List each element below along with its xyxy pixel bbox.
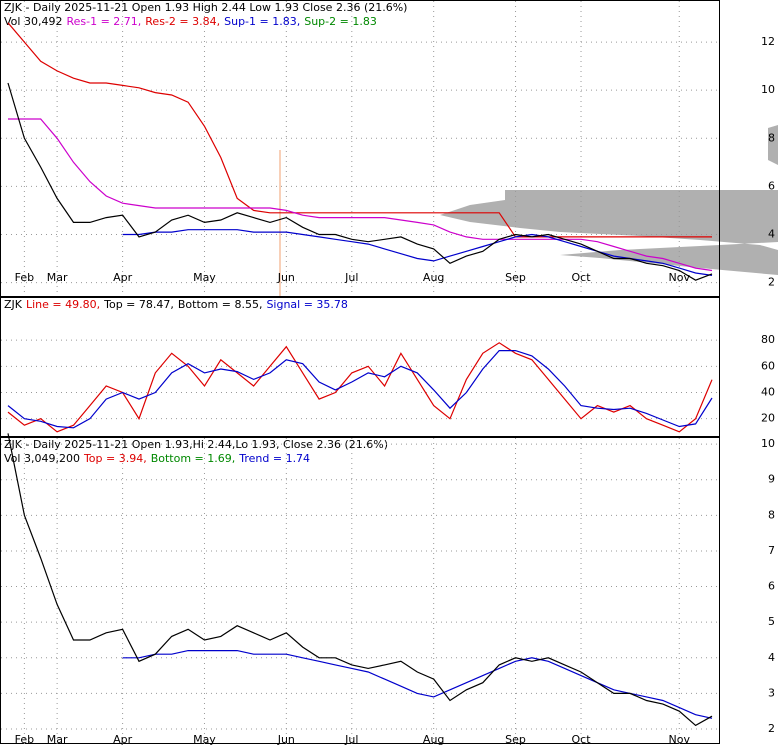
x-tick-label: Feb xyxy=(15,271,34,284)
y-tick-label: 2 xyxy=(768,722,775,735)
y-tick-label: 60 xyxy=(761,359,775,372)
x-tick-label: Apr xyxy=(113,733,133,745)
header-item: Vol 30,492 xyxy=(4,15,62,28)
x-tick-label: May xyxy=(193,271,216,284)
header-item: Sup-1 = 1.83, xyxy=(224,15,300,28)
y-tick-label: 6 xyxy=(768,580,775,593)
x-tick-label: Jul xyxy=(344,733,358,745)
header-item: Top = 78.47, xyxy=(103,298,174,311)
x-tick-label: Aug xyxy=(423,271,444,284)
x-tick-label: Jul xyxy=(344,271,358,284)
header-item: ZJK xyxy=(4,298,23,311)
header-item: Bottom = 8.55, xyxy=(178,298,263,311)
x-tick-label: Oct xyxy=(572,733,592,745)
header-item: Bottom = 1.69, xyxy=(151,452,236,465)
y-tick-label: 10 xyxy=(761,437,775,450)
panel-header: Vol 30,492 Res-1 = 2.71, Res-2 = 3.84, Sup-… xyxy=(4,15,377,28)
header-item: Trend = 1.74 xyxy=(238,452,310,465)
volume-profile xyxy=(768,125,778,165)
header-item: Res-1 = 2.71, xyxy=(66,15,141,28)
x-tick-label: May xyxy=(193,733,216,745)
y-tick-label: 12 xyxy=(761,35,775,48)
panel-frame xyxy=(0,0,720,297)
y-tick-label: 40 xyxy=(761,386,775,399)
x-tick-label: Jun xyxy=(277,733,295,745)
x-tick-label: Nov xyxy=(669,271,691,284)
volume-profile xyxy=(440,190,778,275)
header-item: Vol 3,049,200 xyxy=(4,452,80,465)
x-tick-label: Sep xyxy=(505,733,526,745)
header-item: Sup-2 = 1.83 xyxy=(304,15,377,28)
y-tick-label: 7 xyxy=(768,544,775,557)
y-tick-label: 4 xyxy=(768,227,775,240)
series-line xyxy=(7,433,713,727)
x-tick-label: Feb xyxy=(15,733,34,745)
x-tick-label: Jun xyxy=(277,271,295,284)
y-tick-label: 5 xyxy=(768,615,775,628)
panel-frame xyxy=(0,437,720,744)
series-line xyxy=(7,350,713,429)
panel-header: ZJK Line = 49.80, Top = 78.47, Bottom = 8.5… xyxy=(4,298,348,311)
series-line xyxy=(7,22,712,238)
y-tick-label: 8 xyxy=(768,131,775,144)
y-tick-label: 9 xyxy=(768,473,775,486)
panel-frame xyxy=(0,297,720,437)
panel-title: ZJK - Daily 2025-11-21 Open 1.93 High 2.… xyxy=(4,1,407,14)
header-item: Line = 49.80, xyxy=(26,298,100,311)
x-tick-label: Aug xyxy=(423,733,444,745)
series-line xyxy=(8,118,713,272)
series-line xyxy=(122,650,713,719)
x-tick-label: Mar xyxy=(47,733,68,745)
y-tick-label: 3 xyxy=(768,686,775,699)
x-tick-label: Mar xyxy=(47,271,68,284)
header-item: Res-2 = 3.84, xyxy=(145,15,220,28)
series-line xyxy=(7,82,713,281)
header-item: Signal = 35.78 xyxy=(266,298,348,311)
y-tick-label: 2 xyxy=(768,276,775,289)
y-tick-label: 4 xyxy=(768,651,775,664)
header-item: Top = 3.94, xyxy=(83,452,147,465)
x-tick-label: Nov xyxy=(669,733,691,745)
x-tick-label: Oct xyxy=(572,271,592,284)
y-tick-label: 8 xyxy=(768,508,775,521)
panel-header: Vol 3,049,200 Top = 3.94, Bottom = 1.69, Tr… xyxy=(4,452,310,465)
y-tick-label: 10 xyxy=(761,83,775,96)
series-line xyxy=(122,229,713,276)
y-tick-label: 20 xyxy=(761,412,775,425)
y-tick-label: 80 xyxy=(761,333,775,346)
x-tick-label: Sep xyxy=(505,271,526,284)
x-tick-label: Apr xyxy=(113,271,133,284)
y-tick-label: 6 xyxy=(768,179,775,192)
